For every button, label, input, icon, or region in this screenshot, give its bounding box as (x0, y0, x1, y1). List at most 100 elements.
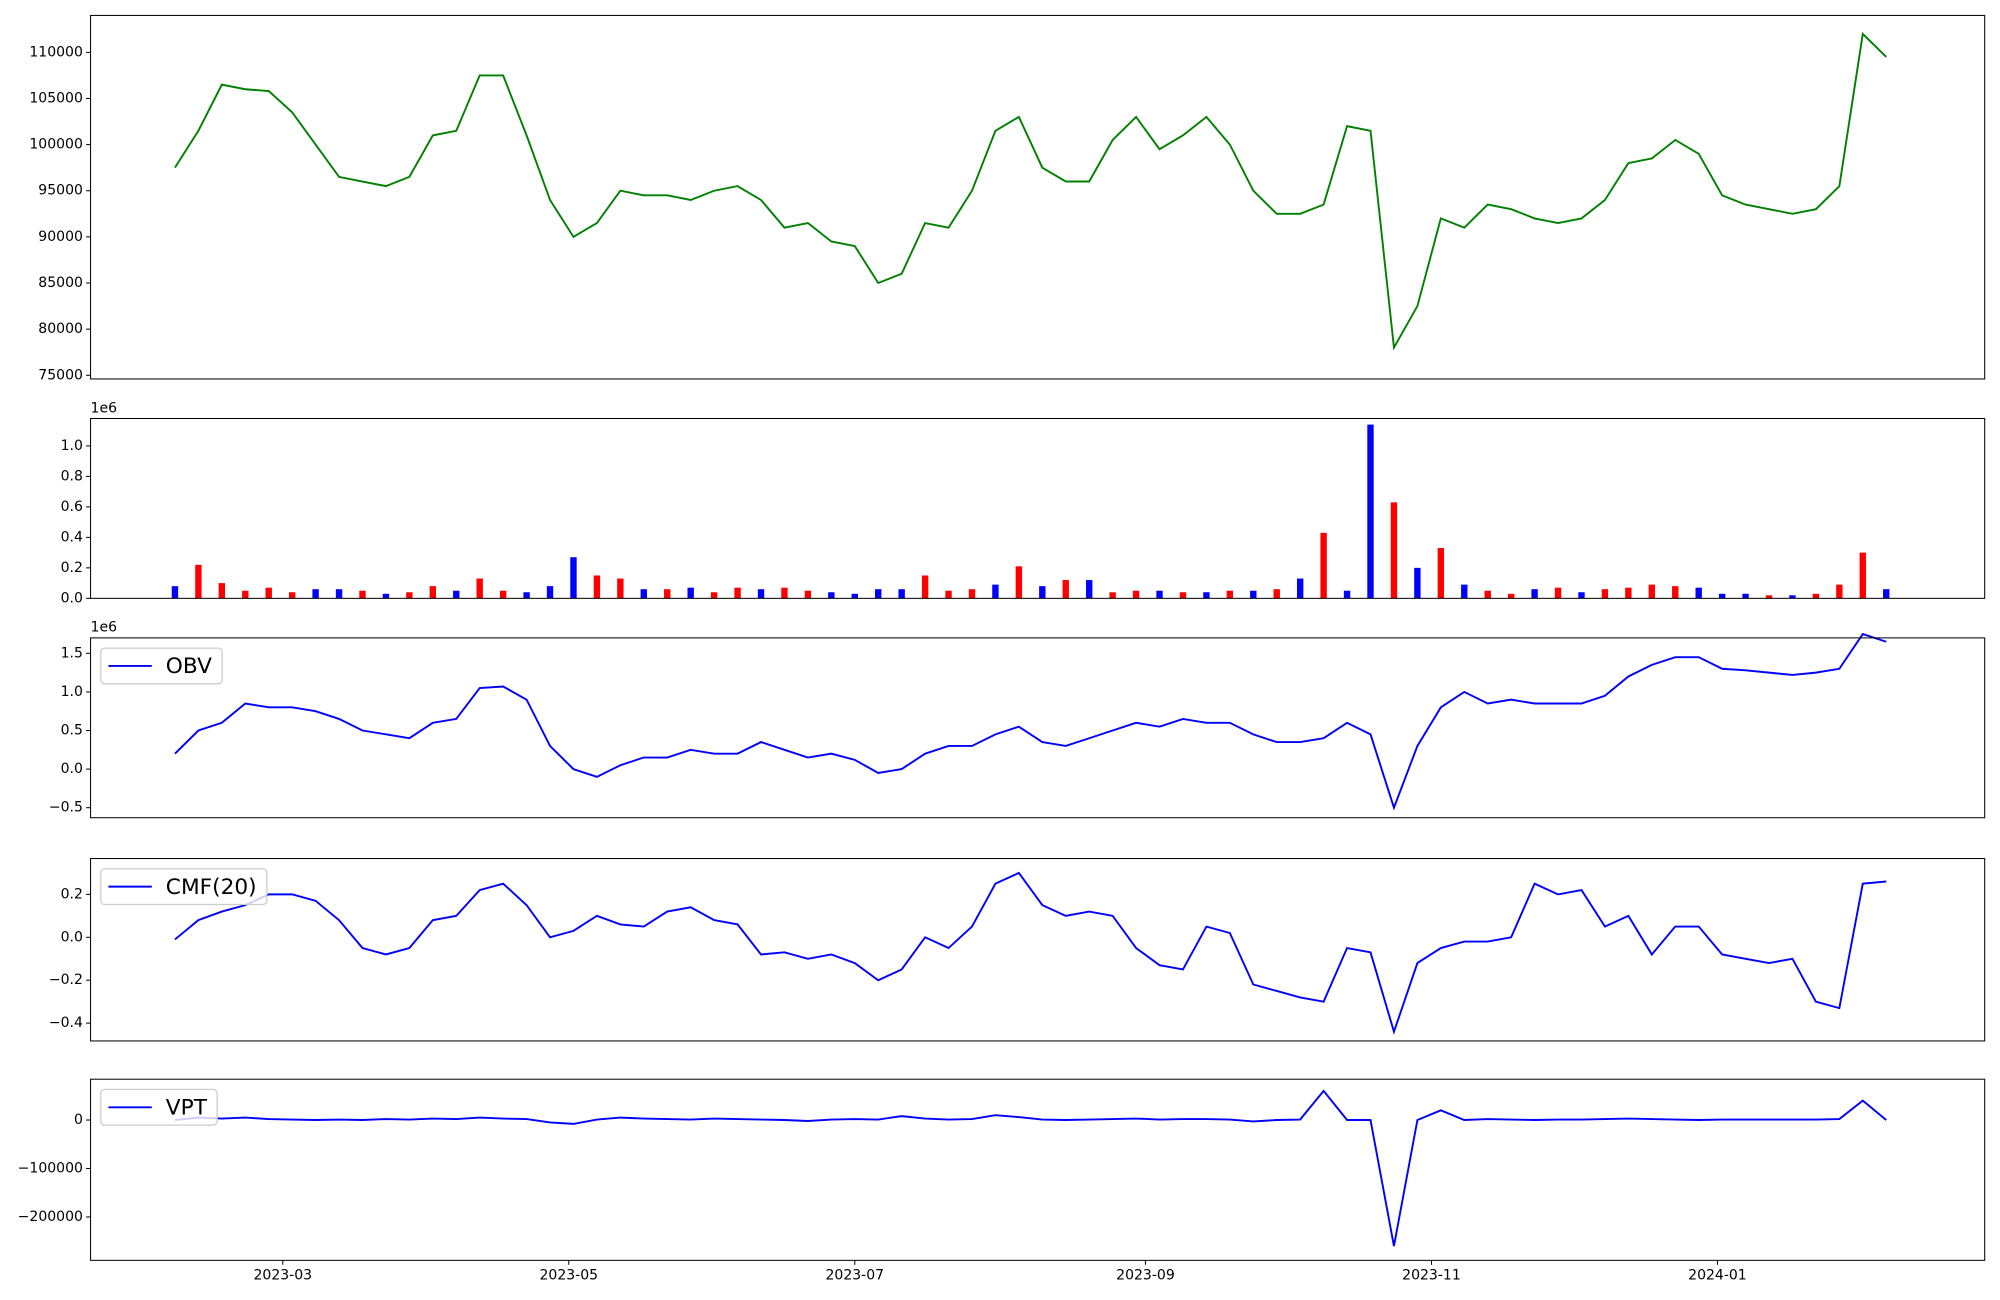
volume-bar (1812, 593, 1820, 599)
y-tick-label: 1.0 (61, 438, 83, 454)
volume-bar (1718, 593, 1726, 599)
y-tick-label: 95000 (38, 183, 83, 199)
volume-bar (921, 575, 929, 599)
offset-label: 1e6 (91, 400, 118, 416)
volume-bar (288, 592, 296, 599)
volume-bar (1156, 590, 1163, 599)
panel: −0.4 −0.2 0.0 0.2 CMF(20) (49, 858, 1986, 1042)
volume-bar (476, 578, 483, 599)
volume-bar (1343, 590, 1351, 599)
y-tick-label: 1.5 (61, 645, 83, 661)
volume-bar (382, 593, 390, 599)
volume-bar (640, 589, 647, 599)
y-tick-label: 0.2 (61, 886, 83, 902)
volume-bar (1062, 580, 1069, 599)
volume-bar (1179, 592, 1187, 599)
x-tick-label: 2023-07 (825, 1268, 884, 1284)
volume-bar (1601, 589, 1609, 599)
volume-bar (1109, 592, 1116, 599)
legend-box (100, 647, 223, 685)
data-line (174, 632, 1887, 811)
y-tick-label: 0.4 (61, 529, 83, 545)
y-tick-label: 100000 (29, 137, 83, 153)
volume-bar (1437, 548, 1445, 599)
panel: 0.0 0.2 0.4 0.6 0.8 1.0 1e6 (61, 400, 1986, 606)
volume-bar (499, 590, 507, 599)
volume-bar (851, 593, 858, 599)
volume-bar (710, 592, 718, 599)
volume-bar (1296, 578, 1304, 599)
volume-bar (546, 586, 554, 599)
volume-bar (828, 592, 835, 599)
volume-bar (593, 575, 601, 599)
volume-bar (1226, 590, 1234, 599)
volume-bar (242, 590, 249, 599)
volume-bar (1250, 590, 1257, 599)
volume-bar (617, 578, 624, 599)
volume-bar (757, 589, 765, 599)
volume-bar (1789, 595, 1796, 599)
volume-bar (1461, 584, 1468, 599)
volume-bar (406, 592, 413, 599)
volume-bar (1015, 566, 1023, 599)
legend-box (100, 868, 268, 906)
y-tick-label: −0.2 (49, 972, 83, 988)
y-tick-label: −0.5 (49, 800, 83, 816)
volume-bar (1132, 590, 1140, 599)
volume-bar (1672, 586, 1679, 599)
volume-bar (1836, 584, 1843, 599)
volume-bar (1859, 552, 1866, 599)
volume-bar (335, 589, 343, 599)
legend: OBV (100, 647, 223, 685)
y-tick-label: 0.0 (61, 929, 83, 945)
y-tick-label: 75000 (38, 367, 83, 383)
axes-frame (90, 637, 1986, 819)
legend-label: VPT (166, 1096, 208, 1121)
y-tick-label: 0.0 (61, 761, 83, 777)
y-tick-label: 0.5 (61, 723, 83, 739)
y-tick-label: 85000 (38, 275, 83, 291)
volume-bar (687, 587, 694, 599)
axes-frame (90, 1078, 1986, 1261)
volume-bar (781, 587, 788, 599)
volume-bar (734, 587, 741, 599)
volume-bar (1484, 590, 1491, 599)
offset-label: 1e6 (91, 620, 118, 636)
volume-bar (570, 557, 577, 599)
y-tick-label: 90000 (38, 229, 83, 245)
y-tick-label: 105000 (29, 90, 83, 106)
y-tick-label: 1.0 (61, 684, 83, 700)
y-tick-label: 110000 (29, 44, 83, 60)
legend-label: OBV (166, 654, 212, 679)
volume-bar (1203, 592, 1210, 599)
y-tick-label: −100000 (18, 1160, 83, 1176)
volume-bar (992, 584, 999, 599)
volume-bar (453, 590, 460, 599)
volume-bar (1578, 592, 1585, 599)
volume-bar (1320, 532, 1327, 599)
y-tick-label: 0.0 (61, 590, 83, 606)
axes-frame (90, 858, 1986, 1042)
volume-bar (1273, 589, 1280, 599)
axes-frame (90, 417, 1986, 599)
panel: −0.5 0.0 0.5 1.0 1.5 1e6 OBV (49, 620, 1986, 819)
x-tick-label: 2023-09 (1116, 1268, 1175, 1284)
volume-bar (664, 589, 671, 599)
legend-label: CMF(20) (166, 875, 257, 900)
volume-bar (1039, 586, 1046, 599)
volume-bar (1531, 589, 1538, 599)
panel: −200000 −100000 0 2023-03 2023-05 2023-07 2023… (18, 1078, 1986, 1284)
volume-bar (1742, 593, 1749, 599)
panel: 75000 80000 85000 90000 95000 100000 105000 110… (29, 14, 1986, 383)
y-tick-label: 0 (74, 1112, 83, 1128)
volume-bar (195, 564, 202, 599)
volume-bar (1086, 580, 1093, 599)
x-tick-label: 2023-11 (1402, 1268, 1461, 1284)
volume-bar (968, 589, 976, 599)
volume-bar (171, 586, 179, 599)
volume-bar (945, 590, 952, 599)
y-tick-label: −200000 (18, 1209, 83, 1225)
volume-bar (218, 583, 226, 599)
volume-bar (875, 589, 882, 599)
legend: VPT (100, 1088, 218, 1126)
